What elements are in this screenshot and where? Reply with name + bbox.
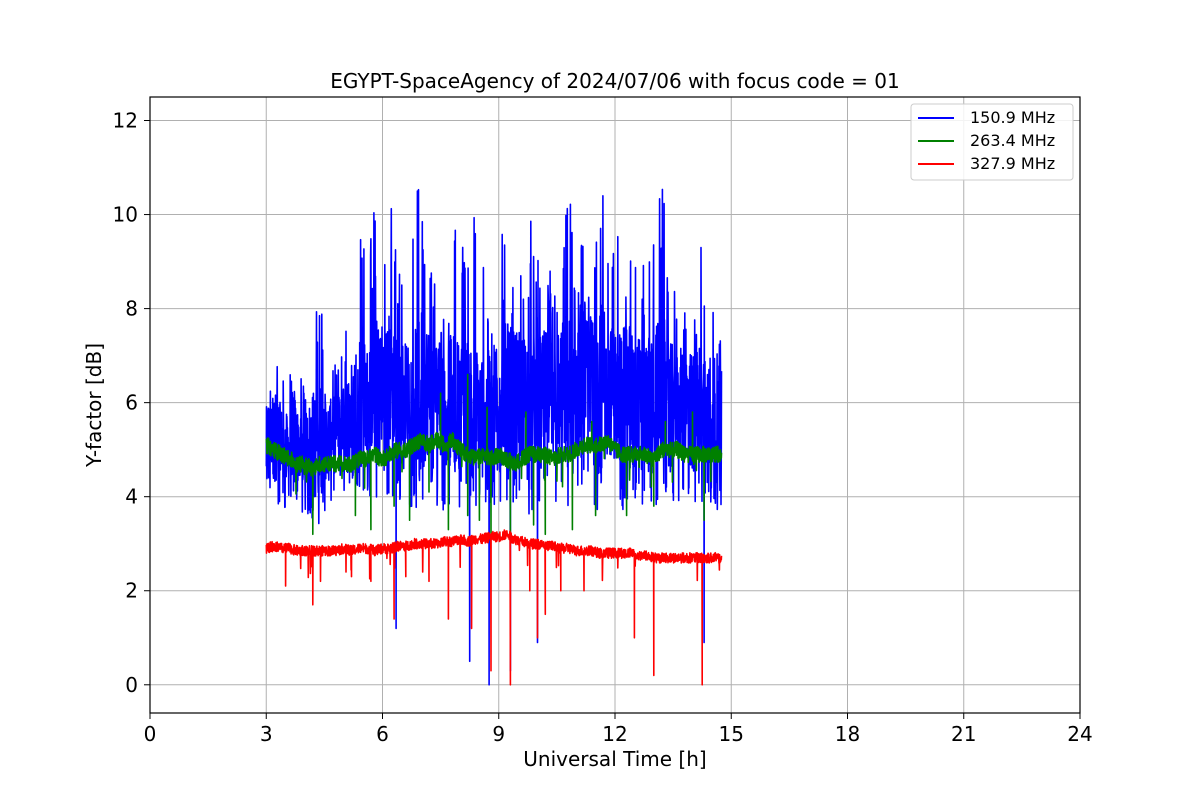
x-tick-label: 24 bbox=[1067, 722, 1092, 746]
x-tick-label: 12 bbox=[602, 722, 627, 746]
series-line-2 bbox=[265, 373, 723, 536]
x-tick-label: 6 bbox=[376, 722, 389, 746]
y-tick-label: 2 bbox=[125, 579, 138, 603]
chart-title: EGYPT-SpaceAgency of 2024/07/06 with foc… bbox=[330, 69, 899, 93]
x-axis-label: Universal Time [h] bbox=[523, 747, 706, 771]
legend-label-2: 263.4 MHz bbox=[970, 131, 1055, 150]
y-tick-label: 4 bbox=[125, 485, 138, 509]
y-axis-label: Y-factor [dB] bbox=[82, 343, 106, 468]
x-tick-label: 3 bbox=[260, 722, 273, 746]
y-tick-label: 0 bbox=[125, 673, 138, 697]
y-tick-label: 12 bbox=[113, 109, 138, 133]
plot-series bbox=[265, 188, 723, 686]
y-tick-label: 10 bbox=[113, 203, 138, 227]
x-tick-label: 0 bbox=[144, 722, 157, 746]
y-tick-label: 8 bbox=[125, 297, 138, 321]
legend-label-1: 150.9 MHz bbox=[970, 108, 1055, 127]
x-tick-label: 9 bbox=[492, 722, 505, 746]
legend-box bbox=[910, 103, 1074, 181]
legend: 150.9 MHz 263.4 MHz 327.9 MHz bbox=[910, 103, 1074, 181]
y-tick-label: 6 bbox=[125, 391, 138, 415]
x-tick-label: 18 bbox=[835, 722, 860, 746]
legend-label-3: 327.9 MHz bbox=[970, 154, 1055, 173]
x-tick-label: 15 bbox=[719, 722, 744, 746]
x-tick-label: 21 bbox=[951, 722, 976, 746]
series-line-3 bbox=[265, 529, 723, 686]
